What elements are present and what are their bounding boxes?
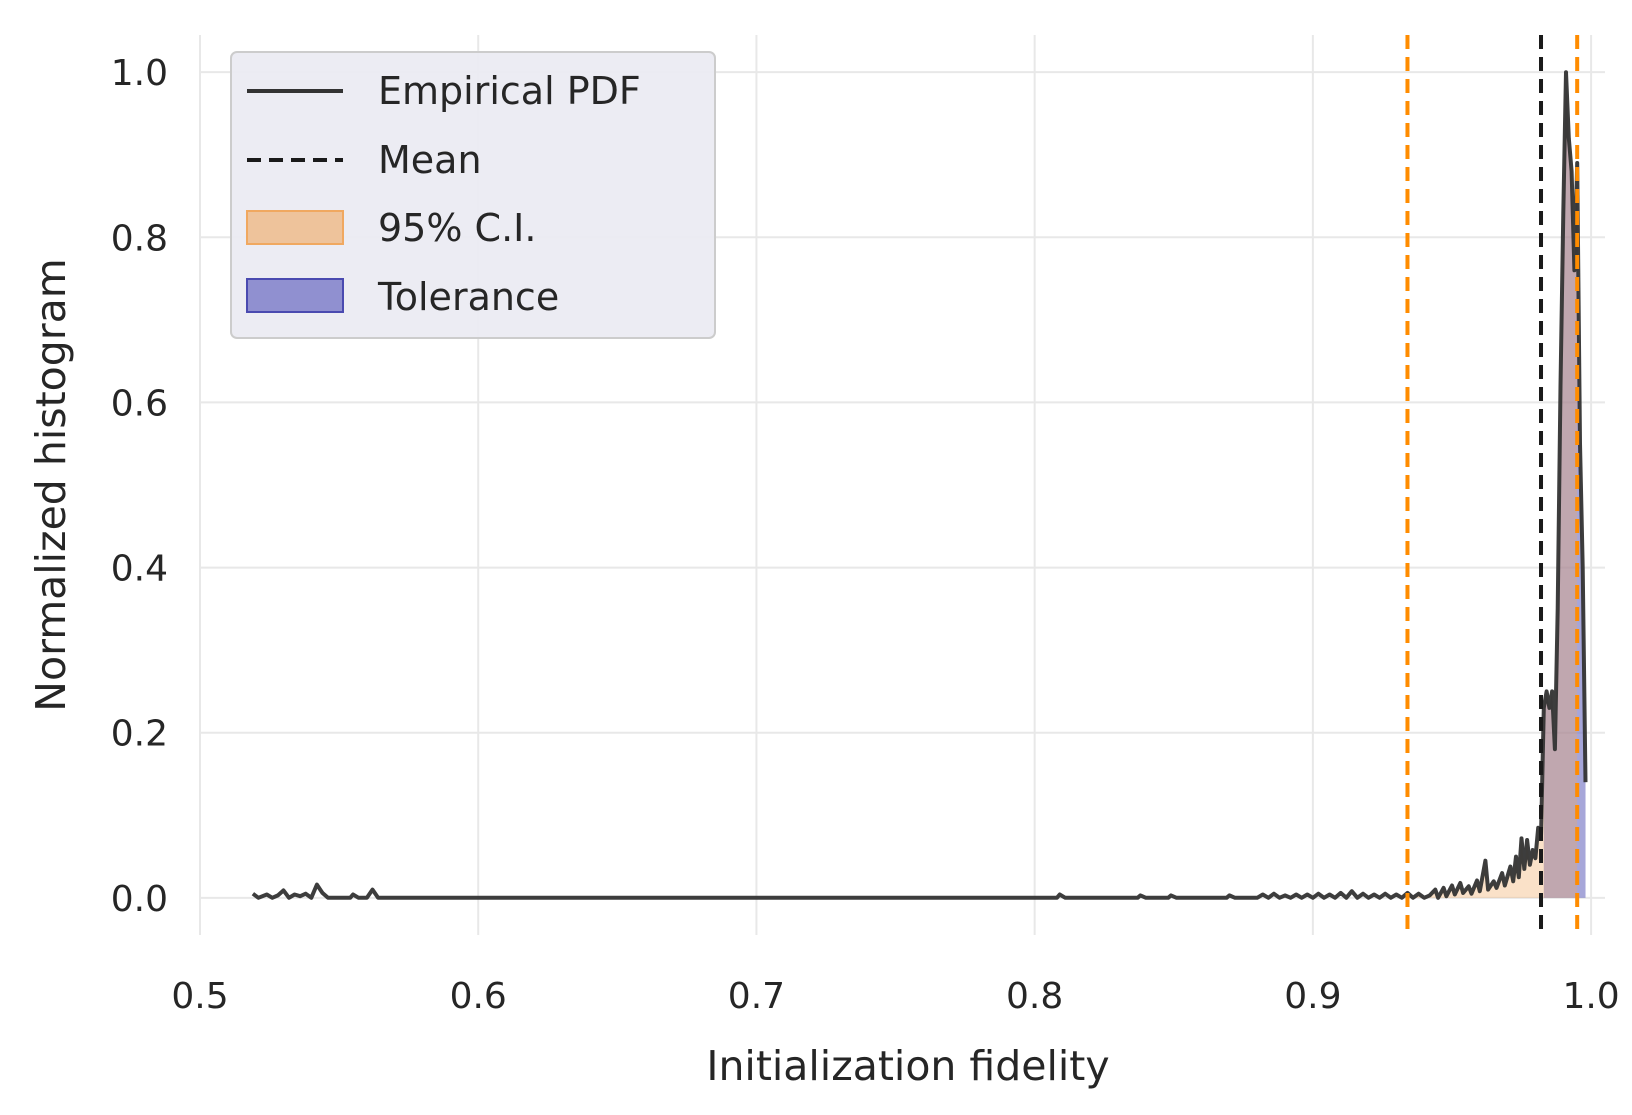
x-tick-label: 0.5 — [171, 976, 228, 1017]
y-axis-label: Normalized histogram — [27, 258, 75, 711]
tolerance-area — [1543, 72, 1586, 898]
x-axis-label: Initialization fidelity — [706, 1042, 1109, 1090]
y-tick-label: 0.8 — [111, 218, 168, 259]
legend-label-mean: Mean — [378, 138, 482, 182]
x-tick-label: 0.9 — [1284, 976, 1341, 1017]
y-tick-label: 0.4 — [111, 549, 168, 590]
empirical-pdf-line — [251, 70, 1588, 900]
tick-layer: 0.5 0.6 0.7 0.8 0.9 1.0 0.0 0.2 0.4 0.6 0.8 1.0 — [111, 53, 1620, 1017]
legend-label-ci: 95% C.I. — [378, 206, 536, 250]
y-tick-label: 0.6 — [111, 383, 168, 424]
fill-layer — [1407, 72, 1586, 898]
line-layer — [251, 70, 1588, 900]
ci-area — [1407, 72, 1578, 898]
y-tick-label: 1.0 — [111, 53, 168, 94]
legend-box — [230, 51, 716, 339]
legend-label-empirical-pdf: Empirical PDF — [378, 69, 641, 113]
y-tick-label: 0.0 — [111, 879, 168, 920]
vline-layer — [1405, 35, 1580, 935]
legend: Empirical PDF Mean 95% C.I. Tolerance — [230, 51, 716, 339]
legend-handle-ci — [246, 210, 344, 245]
legend-handle-tolerance — [246, 278, 344, 313]
y-tick-label: 0.2 — [111, 714, 168, 755]
x-tick-label: 0.6 — [450, 976, 507, 1017]
x-tick-label: 0.8 — [1006, 976, 1063, 1017]
x-tick-label: 1.0 — [1562, 976, 1619, 1017]
x-tick-label: 0.7 — [728, 976, 785, 1017]
legend-label-tolerance: Tolerance — [377, 275, 559, 319]
